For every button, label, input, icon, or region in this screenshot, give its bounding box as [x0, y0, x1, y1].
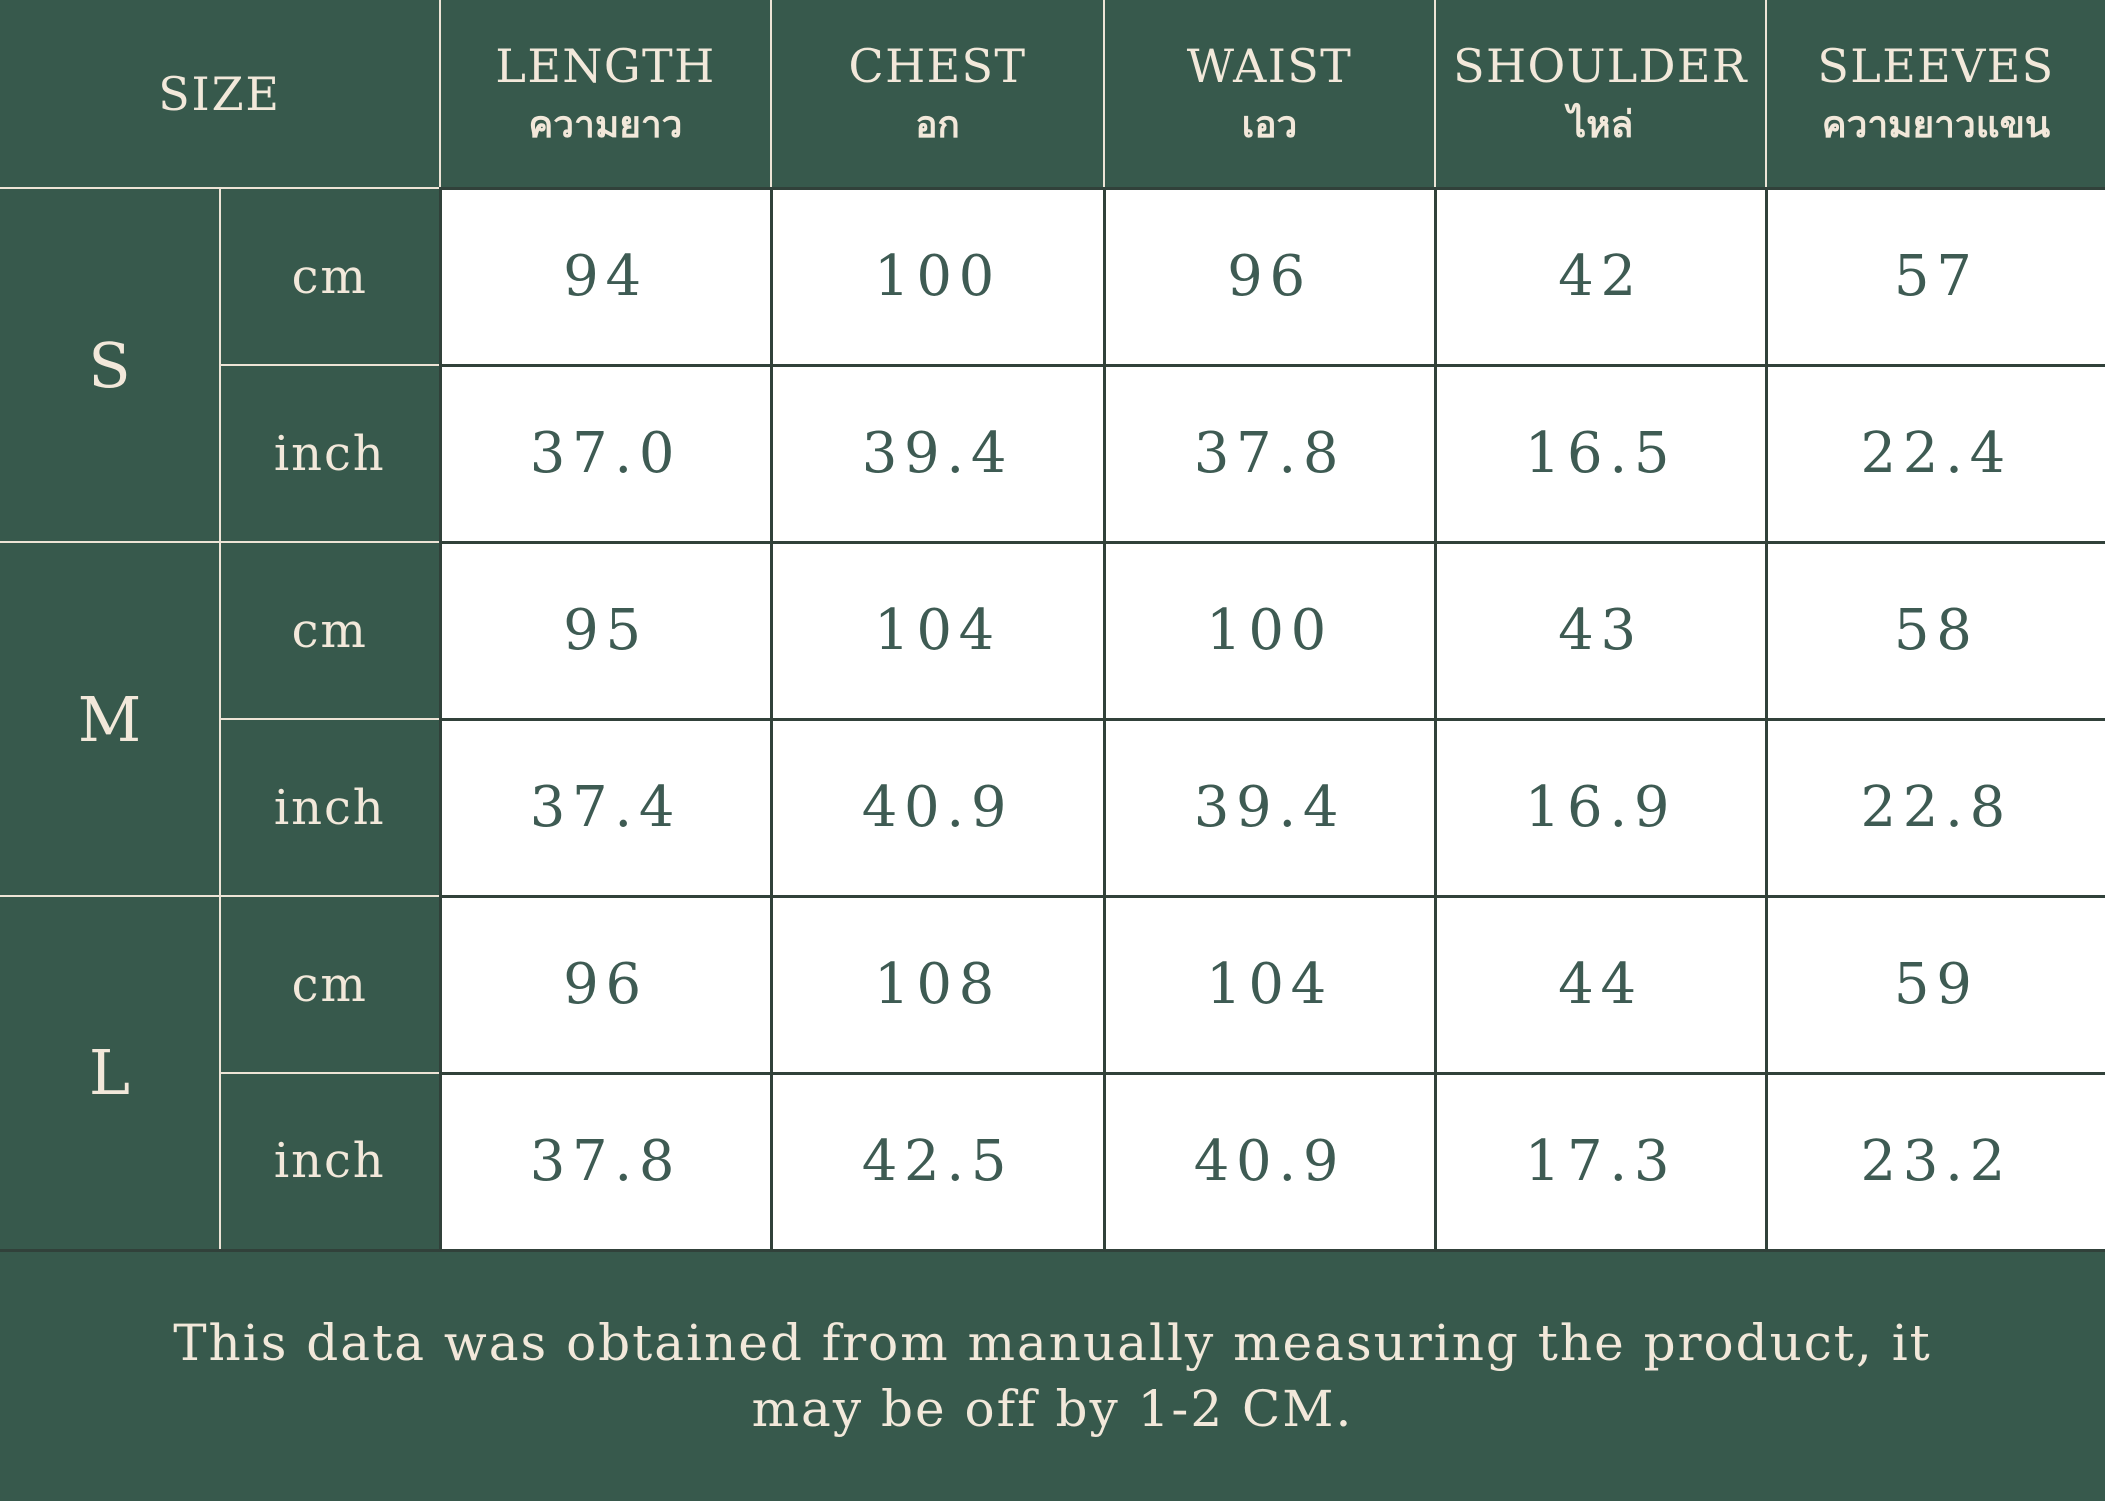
measurement-cell: 58 [1764, 540, 2105, 721]
measurement-cell: 104 [769, 540, 1106, 721]
measurement-cell: 39.4 [1102, 717, 1437, 898]
column-header-waist-en: WAIST [1186, 39, 1353, 94]
column-header-size: SIZE [0, 0, 441, 189]
table-row-m-inch: inch 37.4 40.9 39.4 16.9 22.8 [0, 717, 2105, 898]
measurement-cell: 100 [1102, 540, 1437, 721]
size-label-s: S [0, 187, 221, 543]
measurement-cell: 96 [438, 894, 773, 1075]
column-header-length-th: ความยาว [528, 103, 683, 147]
table-row-s-cm: S cm 94 100 96 42 57 [0, 186, 2105, 543]
measurement-cell: 108 [769, 894, 1106, 1075]
measurement-cell: 40.9 [1102, 1071, 1437, 1252]
column-header-length: LENGTH ความยาว [439, 0, 772, 189]
unit-label-cm: cm [219, 895, 441, 1074]
measurement-cell: 42.5 [769, 1071, 1106, 1252]
column-header-shoulder: SHOULDER ไหล่ [1434, 0, 1767, 189]
column-header-length-en: LENGTH [495, 39, 716, 94]
measurement-cell: 44 [1433, 894, 1768, 1075]
measurement-cell: 40.9 [769, 717, 1106, 898]
column-header-sleeves-en: SLEEVES [1817, 39, 2055, 94]
size-label-m: M [0, 541, 221, 897]
measurement-cell: 37.8 [438, 1071, 773, 1252]
measurement-cell: 37.0 [438, 363, 773, 544]
column-header-sleeves: SLEEVES ความยาวแขน [1765, 0, 2105, 189]
column-header-waist-th: เอว [1241, 103, 1298, 147]
column-header-chest-th: อก [915, 103, 960, 147]
footer-row: This data was obtained from manually mea… [0, 1248, 2105, 1501]
measurement-cell: 17.3 [1433, 1071, 1768, 1252]
column-header-waist: WAIST เอว [1103, 0, 1436, 189]
column-header-sleeves-th: ความยาวแขน [1821, 103, 2051, 147]
measurement-cell: 95 [438, 540, 773, 721]
unit-label-cm: cm [219, 541, 441, 720]
column-header-shoulder-th: ไหล่ [1567, 103, 1634, 147]
column-header-chest-en: CHEST [848, 39, 1027, 94]
measurement-cell: 23.2 [1764, 1071, 2105, 1252]
footnote-line-2: may be off by 1-2 CM. [751, 1380, 1354, 1439]
header-row: SIZE LENGTH ความยาว CHEST อก WAIST เอว S… [0, 0, 2105, 189]
measurement-cell: 96 [1102, 186, 1437, 367]
unit-label-inch: inch [219, 1072, 441, 1251]
table-row-l-cm: L cm 96 108 104 44 59 [0, 894, 2105, 1251]
table-row-l-inch: inch 37.8 42.5 40.9 17.3 23.2 [0, 1071, 2105, 1252]
measurement-cell: 42 [1433, 186, 1768, 367]
footnote: This data was obtained from manually mea… [0, 1248, 2105, 1501]
measurement-cell: 94 [438, 186, 773, 367]
measurement-cell: 39.4 [769, 363, 1106, 544]
table-row-s-inch: inch 37.0 39.4 37.8 16.5 22.4 [0, 363, 2105, 544]
column-header-shoulder-en: SHOULDER [1453, 39, 1748, 94]
table-row-m-cm: M cm 95 104 100 43 58 [0, 540, 2105, 897]
measurement-cell: 59 [1764, 894, 2105, 1075]
measurement-cell: 43 [1433, 540, 1768, 721]
measurement-cell: 22.8 [1764, 717, 2105, 898]
measurement-cell: 37.4 [438, 717, 773, 898]
measurement-cell: 16.9 [1433, 717, 1768, 898]
measurement-cell: 100 [769, 186, 1106, 367]
measurement-cell: 57 [1764, 186, 2105, 367]
size-label-l: L [0, 895, 221, 1251]
measurement-cell: 16.5 [1433, 363, 1768, 544]
measurement-cell: 22.4 [1764, 363, 2105, 544]
unit-label-inch: inch [219, 364, 441, 543]
footnote-line-1: This data was obtained from manually mea… [173, 1314, 1932, 1373]
column-header-chest: CHEST อก [770, 0, 1105, 189]
measurement-cell: 37.8 [1102, 363, 1437, 544]
unit-label-inch: inch [219, 718, 441, 897]
unit-label-cm: cm [219, 187, 441, 366]
measurement-cell: 104 [1102, 894, 1437, 1075]
